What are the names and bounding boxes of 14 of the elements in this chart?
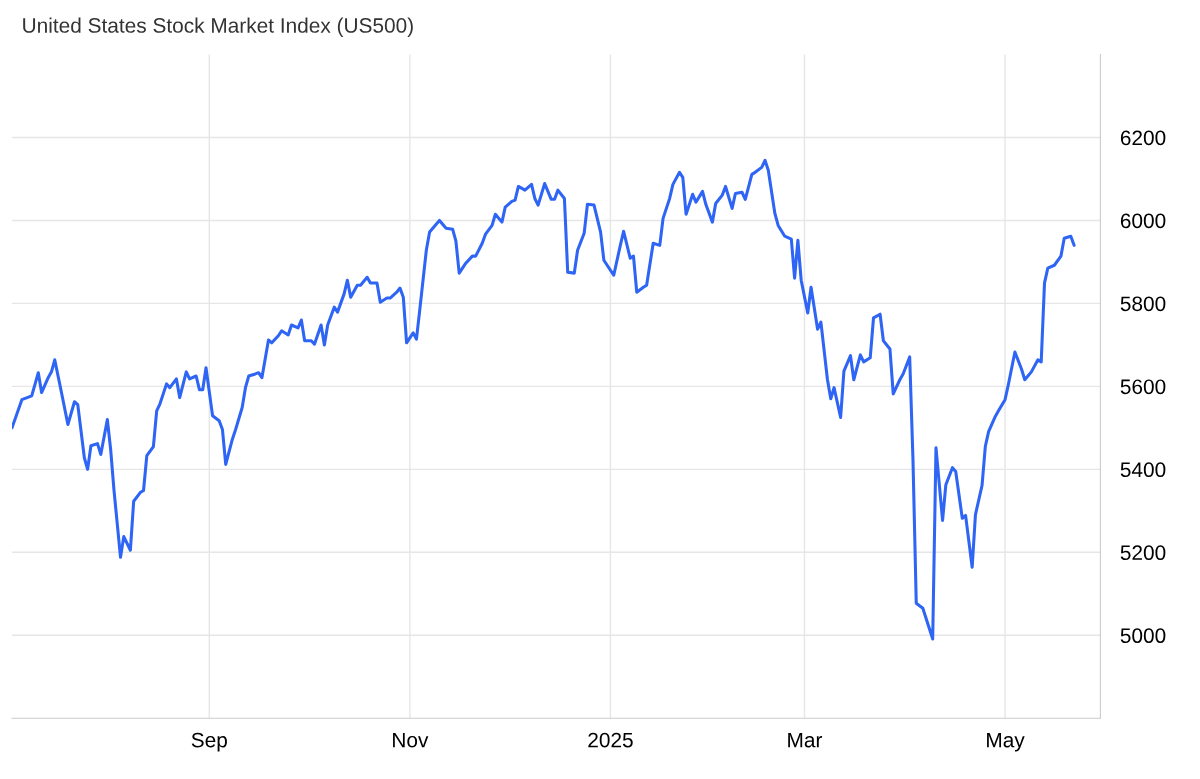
y-tick-label: 5200: [1120, 545, 1166, 561]
x-tick-label: Mar: [788, 732, 823, 748]
y-tick-label: 5400: [1120, 462, 1166, 478]
y-tick-label: 5600: [1120, 379, 1166, 395]
x-tick-label: May: [987, 732, 1025, 752]
y-tick-label: 5000: [1120, 628, 1166, 644]
x-tick-label: 2025: [588, 732, 633, 748]
y-tick-label: 6200: [1120, 130, 1166, 146]
x-tick-label: Sep: [191, 732, 227, 752]
chart-title: United States Stock Market Index (US500): [23, 17, 413, 37]
y-tick-label: 6000: [1120, 213, 1166, 229]
y-tick-label: 5800: [1120, 296, 1166, 312]
x-tick-label: Nov: [393, 732, 429, 748]
line-series: [12, 158, 1076, 641]
